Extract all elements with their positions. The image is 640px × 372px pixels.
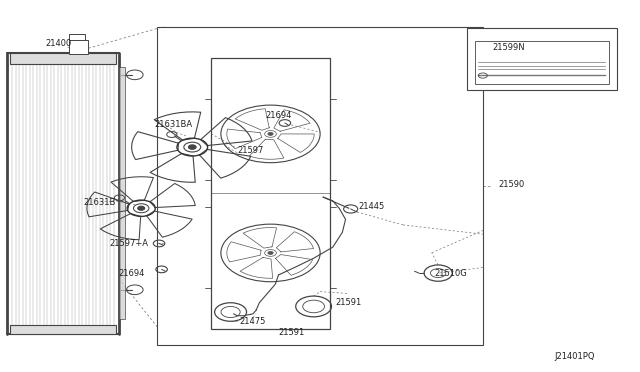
Bar (10, 52, 116, 64)
Text: 21694: 21694 (266, 111, 292, 120)
Circle shape (138, 206, 145, 210)
Bar (68, 34, 84, 39)
Circle shape (188, 145, 196, 149)
Bar (211, 58, 330, 329)
Text: 21510G: 21510G (435, 269, 467, 278)
Text: 21475: 21475 (240, 317, 266, 326)
Text: 21591: 21591 (335, 298, 362, 307)
Text: 21694: 21694 (118, 269, 145, 278)
Bar (10, 325, 116, 334)
Circle shape (268, 251, 273, 254)
Bar (474, 41, 609, 84)
Text: 21400: 21400 (45, 39, 71, 48)
Text: 21597+A: 21597+A (109, 239, 148, 248)
Text: 21599N: 21599N (492, 42, 525, 51)
Text: 21590: 21590 (499, 180, 525, 189)
Circle shape (268, 132, 273, 135)
Text: 21631B: 21631B (83, 198, 116, 207)
Text: J21401PQ: J21401PQ (554, 352, 595, 361)
Bar (119, 67, 125, 320)
Bar (467, 29, 617, 90)
Text: 21597: 21597 (237, 146, 263, 155)
Text: 21445: 21445 (358, 202, 385, 211)
Bar (157, 27, 483, 345)
Text: 21631BA: 21631BA (154, 121, 192, 129)
Bar (68, 39, 88, 54)
Text: 21591: 21591 (278, 328, 305, 337)
